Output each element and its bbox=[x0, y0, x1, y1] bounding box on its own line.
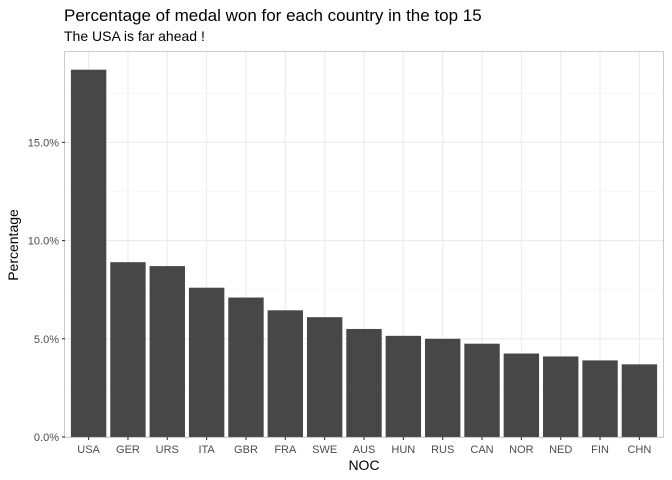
chart-subtitle: The USA is far ahead ! bbox=[64, 28, 205, 44]
bar-hun bbox=[385, 335, 422, 437]
bar-ned bbox=[543, 356, 579, 437]
x-tick-label: NED bbox=[549, 444, 572, 456]
bar-chn bbox=[621, 364, 658, 437]
y-tick-label: 10.0% bbox=[28, 236, 59, 248]
x-axis-title: NOC bbox=[348, 457, 379, 473]
x-tick-label: ITA bbox=[198, 444, 215, 456]
x-tick-label: CHN bbox=[627, 444, 651, 456]
bars bbox=[70, 69, 658, 437]
x-tick-label: RUS bbox=[431, 444, 454, 456]
x-tick-label: SWE bbox=[312, 444, 337, 456]
x-tick-label: USA bbox=[77, 444, 100, 456]
y-tick-label: 15.0% bbox=[28, 137, 59, 149]
bar-fin bbox=[582, 360, 618, 437]
bar-swe bbox=[306, 317, 343, 437]
y-axis-title: Percentage bbox=[5, 209, 21, 281]
bar-urs bbox=[149, 266, 185, 437]
x-tick-label: CAN bbox=[470, 444, 493, 456]
bar-gbr bbox=[228, 297, 264, 437]
x-tick-label: GBR bbox=[234, 444, 258, 456]
chart-title: Percentage of medal won for each country… bbox=[64, 6, 482, 25]
x-tick-label: FIN bbox=[591, 444, 609, 456]
y-tick-label: 0.0% bbox=[34, 432, 59, 444]
bar-fra bbox=[267, 310, 304, 437]
bar-aus bbox=[346, 328, 382, 437]
bar-can bbox=[464, 343, 500, 437]
bar-usa bbox=[70, 69, 107, 437]
x-tick-label: HUN bbox=[391, 444, 415, 456]
x-tick-label: FRA bbox=[274, 444, 297, 456]
x-axis: USA GER URS ITA GBR FRA SWE AUS HUN RUS CAN NOR NED F… bbox=[77, 437, 651, 456]
y-axis: 0.0% 5.0% 10.0% 15.0% bbox=[28, 137, 65, 444]
x-tick-label: NOR bbox=[509, 444, 534, 456]
x-tick-label: URS bbox=[156, 444, 179, 456]
x-tick-label: AUS bbox=[353, 444, 376, 456]
bar-rus bbox=[424, 338, 461, 437]
x-tick-label: GER bbox=[116, 444, 140, 456]
y-tick-label: 5.0% bbox=[34, 334, 59, 346]
bar-nor bbox=[503, 353, 540, 437]
bar-ita bbox=[188, 287, 225, 437]
bar-ger bbox=[110, 262, 146, 437]
